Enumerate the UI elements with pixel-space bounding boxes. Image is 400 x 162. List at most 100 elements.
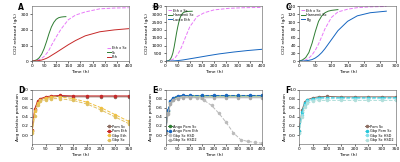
Sc [56,17,61,19]
Gbp Sc HSD2 [302,106,307,108]
Gbp Eth [44,97,48,99]
Ango Pom Sc [180,95,185,97]
Hansenii Sc [167,59,172,61]
Pom Eth [38,98,43,100]
Sc [44,41,49,43]
Gbp Sc HSD2 [236,97,241,99]
Eth x Sc [175,53,180,55]
Gbp Sc HSD2 [163,132,168,134]
Ango Pom Eth [180,94,185,96]
Hansenii Sc [329,9,334,11]
Gbp Sc HSD [187,96,192,98]
Eth x Sc [195,16,200,18]
Pom Sc [38,99,43,101]
Eth x Sc [66,19,71,21]
Lacto Eth [192,57,197,59]
Eth [44,57,49,59]
Gbp Sc HSD2 [175,98,180,100]
Hansenii Sc [180,12,185,14]
Line: Lacto Eth: Lacto Eth [166,49,262,61]
Lacto Eth [216,53,221,55]
Lacto Eth [163,60,168,62]
Gbp Sc HSD [238,139,243,141]
Gbp Eth [71,98,76,100]
Gbp Sc HSD2 [168,103,173,105]
Sc [37,57,42,59]
Eth x Sc [166,60,170,62]
Legend: Eth x Sc, Hansenii Sc, Lacto Eth: Eth x Sc, Hansenii Sc, Lacto Eth [167,8,194,22]
Ango Pom Eth [166,109,170,111]
Ango Pom Sc [163,130,168,132]
Bg [310,59,314,61]
Eth x Sc [37,59,42,61]
Eth x Sc [54,36,59,38]
Gbp Sc HSD [163,132,168,134]
Eth x Sc [46,49,51,51]
Gbp Pom Sc [338,97,343,99]
Eth x Sc [182,38,187,40]
Legend: Pom Sc, Gbp Pom Sc, Gbp Sc HSD, Gbp Sc HSD2: Pom Sc, Gbp Pom Sc, Gbp Sc HSD, Gbp Sc H… [365,124,394,142]
Gbp Pom Sc [380,97,384,99]
Gbp Pom Sc [297,130,302,132]
Bg [313,57,318,59]
Eth [112,29,117,31]
Eth [59,48,64,50]
Gbp Sc HSD [260,142,265,144]
Eth [34,60,39,62]
Bg [316,55,321,57]
Eth x Sc [112,7,117,9]
Pom Sc [324,95,329,97]
Pom Sc [71,96,76,98]
Gbp Sc [57,98,62,100]
Pom Sc [35,101,40,103]
Pom Sc [338,96,343,98]
X-axis label: Time (h): Time (h) [205,153,223,157]
Hansenii Sc [313,30,318,32]
Eth [30,60,34,62]
Hansenii Sc [336,9,340,11]
Eth [54,52,59,53]
Line: Gbp Sc HSD2: Gbp Sc HSD2 [164,97,264,134]
Pom Sc [352,96,357,98]
Ango Pom Sc [187,95,192,97]
Bg [319,52,324,53]
Gbp Eth [57,96,62,98]
Line: Sc: Sc [32,17,66,61]
Eth x Sc [226,7,231,9]
Gbp Sc HSD [216,112,221,114]
Gbp Sc HSD [338,98,343,100]
Hansenii Sc [300,59,305,61]
Hansenii Sc [185,11,190,12]
Legend: Eth x Sc, Sc, Eth: Eth x Sc, Sc, Eth [106,46,127,59]
Sc [32,60,37,62]
Hansenii Sc [166,60,170,62]
Pom Eth [112,95,117,97]
Eth x Sc [306,57,311,59]
Eth x Sc [202,12,207,14]
Ango Pom Eth [236,94,241,96]
Gbp Sc [35,104,40,106]
Gbp Sc HSD2 [366,99,371,101]
Eth x Sc [336,11,340,13]
Bg [297,60,302,62]
Eth x Sc [34,59,39,61]
Hansenii Sc [332,9,337,11]
Gbp Sc HSD [195,97,200,99]
Eth x Sc [316,43,321,45]
Eth x Sc [39,57,44,59]
Pom Eth [35,100,40,102]
Lacto Eth [166,60,170,62]
Y-axis label: CO2 released (g/L): CO2 released (g/L) [282,13,286,54]
Eth x Sc [163,60,168,62]
Pom Sc [366,96,371,98]
Eth [42,58,46,60]
Gbp Sc HSD [324,98,329,100]
Lacto Eth [182,59,187,61]
Eth x Sc [187,26,192,28]
Y-axis label: Avg relative profusion: Avg relative profusion [16,93,20,141]
Gbp Pom Sc [366,97,371,99]
Gbp Sc HSD [166,112,170,114]
Gbp Sc [49,98,54,100]
Gbp Sc [30,132,34,134]
Sc [34,59,39,61]
